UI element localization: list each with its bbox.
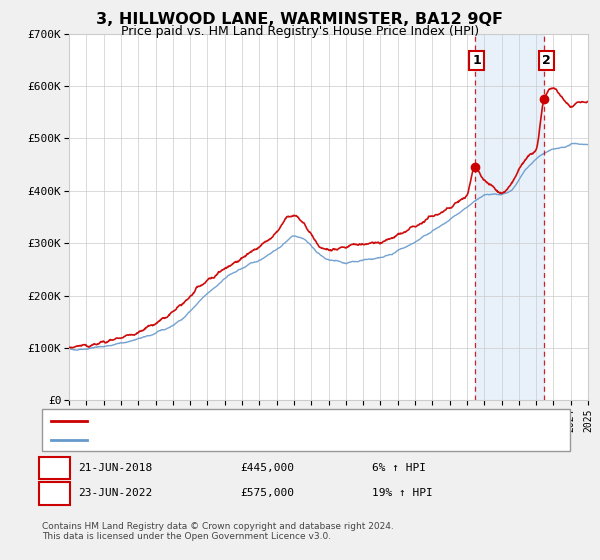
Text: Price paid vs. HM Land Registry's House Price Index (HPI): Price paid vs. HM Land Registry's House … xyxy=(121,25,479,38)
Text: 21-JUN-2018: 21-JUN-2018 xyxy=(78,463,152,473)
Text: Contains HM Land Registry data © Crown copyright and database right 2024.
This d: Contains HM Land Registry data © Crown c… xyxy=(42,522,394,542)
Text: 1: 1 xyxy=(51,461,58,475)
Text: 6% ↑ HPI: 6% ↑ HPI xyxy=(372,463,426,473)
Text: 1: 1 xyxy=(472,54,481,67)
Text: £445,000: £445,000 xyxy=(240,463,294,473)
Text: 19% ↑ HPI: 19% ↑ HPI xyxy=(372,488,433,498)
Text: 23-JUN-2022: 23-JUN-2022 xyxy=(78,488,152,498)
Text: 2: 2 xyxy=(51,487,58,500)
Text: £575,000: £575,000 xyxy=(240,488,294,498)
Text: 3, HILLWOOD LANE, WARMINSTER, BA12 9QF: 3, HILLWOOD LANE, WARMINSTER, BA12 9QF xyxy=(97,12,503,27)
Text: 3, HILLWOOD LANE, WARMINSTER, BA12 9QF (detached house): 3, HILLWOOD LANE, WARMINSTER, BA12 9QF (… xyxy=(94,416,418,426)
Text: HPI: Average price, detached house, Wiltshire: HPI: Average price, detached house, Wilt… xyxy=(94,435,359,445)
Text: 2: 2 xyxy=(542,54,551,67)
